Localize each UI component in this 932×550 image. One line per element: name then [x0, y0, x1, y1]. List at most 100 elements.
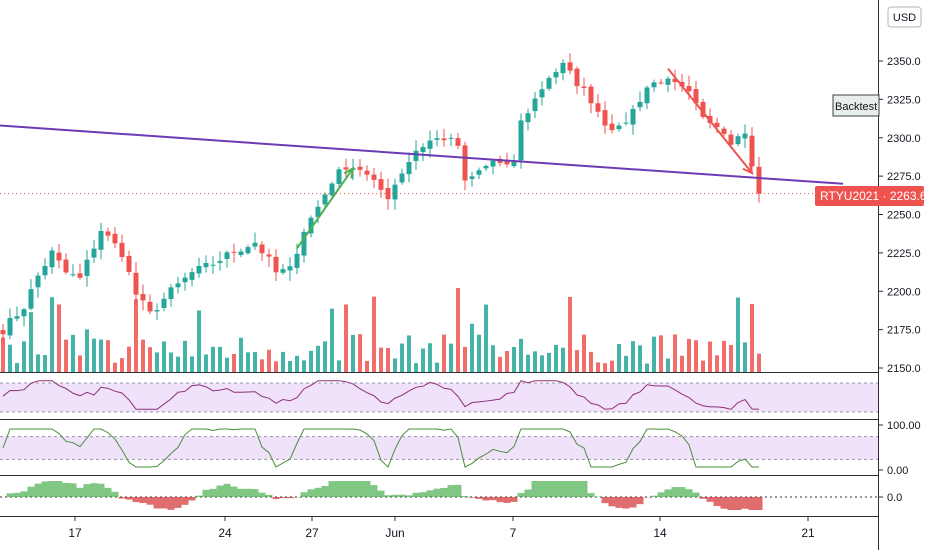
candle-body [413, 150, 419, 161]
y-tick-label: 2175.0 [887, 325, 921, 337]
currency-badge[interactable]: USD [887, 6, 922, 28]
price-panel[interactable] [0, 0, 879, 550]
hist-bar [251, 489, 259, 497]
hist-bar [503, 497, 511, 503]
candle-body [651, 82, 657, 88]
candle-body [175, 283, 181, 288]
hist-bar [699, 497, 707, 499]
hist-bar [286, 497, 294, 499]
volume-bar [246, 352, 250, 372]
volume-bar [288, 361, 292, 372]
volume-bar [113, 362, 117, 372]
candle-body [287, 266, 293, 271]
hist-bar [223, 483, 231, 497]
volume-bar [162, 341, 166, 372]
candle-body [322, 194, 328, 205]
candle-body [7, 318, 13, 336]
stochastic-panel[interactable] [0, 428, 878, 468]
hist-bar [391, 494, 399, 497]
hist-bar [146, 497, 154, 505]
volume-bar [638, 345, 642, 372]
hist-bar [209, 488, 217, 497]
candle-body [98, 231, 104, 250]
candle-body [581, 86, 587, 88]
candle-body [49, 250, 55, 268]
candle-body [672, 78, 678, 83]
candle-body [686, 86, 692, 92]
price-tag-value: 2263.6 [890, 189, 927, 203]
candle-body [315, 206, 321, 218]
candle-body [42, 265, 48, 276]
hist-bar [559, 481, 567, 497]
hist-bar [741, 497, 749, 509]
hist-bar [174, 497, 182, 508]
y-tick-label: 2325.0 [887, 94, 921, 106]
rsi-panel[interactable] [0, 380, 878, 413]
hist-bar [181, 497, 189, 505]
y-tick-label: 0.00 [887, 465, 908, 477]
volume-bar [526, 354, 530, 372]
candle-body [679, 81, 685, 87]
candle-body [91, 248, 97, 258]
time-axis[interactable]: 17 24 27 Jun 7 14 21 [68, 517, 815, 540]
candle-body [119, 242, 125, 257]
candle-body [609, 123, 615, 131]
candle-body [455, 138, 461, 146]
hist-bar [657, 492, 665, 497]
volume-bar [148, 347, 152, 372]
backtest-text: Backtest [835, 101, 877, 113]
candle-body [721, 128, 727, 134]
volume-bar [337, 360, 341, 372]
hist-bar [300, 492, 308, 497]
candle-body [77, 273, 83, 278]
volume-bar [50, 297, 54, 372]
volume-bar [372, 296, 376, 372]
candle-body [602, 110, 608, 126]
candle-body [35, 275, 41, 288]
candle-body [308, 217, 314, 234]
x-tick-label: 27 [305, 526, 319, 540]
last-price-tag: RTYU2021 · 2263.6 [815, 186, 927, 206]
hist-bar [524, 489, 532, 497]
volume-bar [71, 334, 75, 372]
volume-bar [484, 304, 488, 372]
volume-bar [309, 350, 313, 372]
candle-body [161, 298, 167, 309]
histogram-panel[interactable] [0, 481, 878, 510]
volume-bar [64, 339, 68, 372]
candle-body [553, 71, 559, 78]
volume-bar [57, 304, 61, 372]
hist-bar [545, 481, 553, 497]
candle-body [637, 101, 643, 108]
volume-bar [463, 346, 467, 372]
candle-body [154, 310, 160, 312]
volume-bar [379, 347, 383, 372]
volume-bar [512, 346, 516, 372]
hist-bar [496, 497, 504, 503]
red-arrow-head [742, 163, 754, 175]
hist-bar [202, 489, 210, 497]
candle-body [595, 103, 601, 112]
backtest-label[interactable]: Backtest [832, 94, 880, 117]
volume-bar [176, 356, 180, 372]
volume-bar [519, 338, 523, 372]
volume-bar [582, 334, 586, 372]
hist-bar [412, 492, 420, 497]
hist-bar [636, 497, 644, 505]
hist-bar [538, 481, 546, 497]
candle-body [574, 68, 580, 87]
candle-body [182, 277, 188, 283]
candle-body [462, 145, 468, 181]
candle-body [560, 62, 566, 74]
hist-bar [83, 484, 91, 497]
price-axis[interactable]: 2150.0 2175.0 2200.0 2225.0 2250.0 2275.0 2300… [878, 56, 921, 504]
hist-bar [328, 481, 336, 497]
volume-bar [267, 349, 271, 372]
volume-bar [400, 343, 404, 372]
hist-bar [216, 485, 224, 497]
candle-body [28, 289, 34, 309]
hist-bar [692, 492, 700, 497]
candle-body [252, 242, 258, 247]
hist-bar [20, 491, 28, 497]
